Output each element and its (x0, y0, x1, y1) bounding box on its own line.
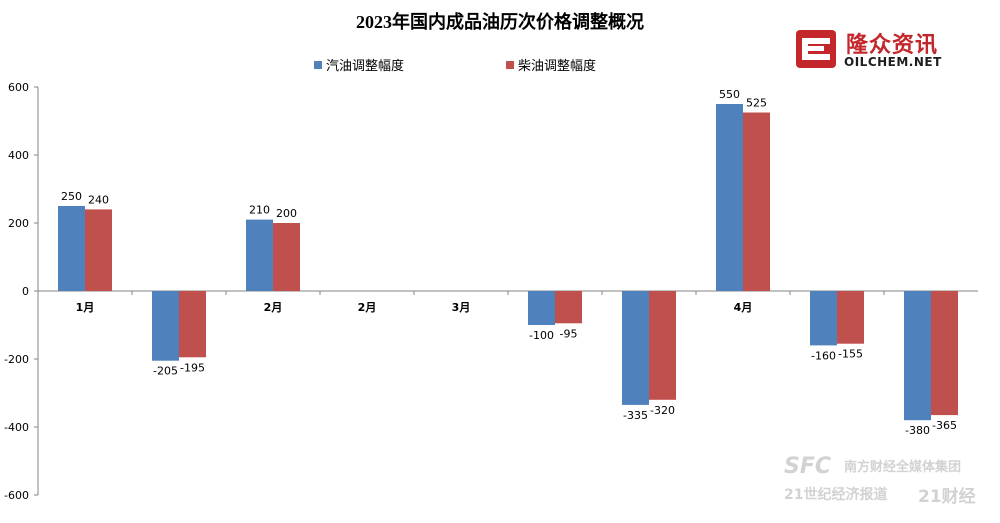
bars (58, 104, 958, 421)
legend: 汽油调整幅度 柴油调整幅度 (314, 58, 596, 74)
data-label: 550 (719, 88, 740, 101)
chart-title: 2023年国内成品油历次价格调整概况 (356, 11, 644, 32)
data-label: -380 (905, 424, 930, 437)
bar-series-1 (246, 219, 273, 291)
y-tick-label: 600 (8, 81, 29, 94)
data-label: 250 (61, 190, 82, 203)
bar-series-2 (743, 112, 770, 291)
data-label: 240 (88, 193, 109, 206)
x-tick-label: 3月 (452, 301, 471, 314)
data-label: -195 (180, 361, 205, 374)
data-label: 525 (746, 97, 767, 110)
bar-series-2 (837, 291, 864, 344)
bar-series-1 (58, 206, 85, 291)
bar-series-2 (931, 291, 958, 416)
bar-series-2 (649, 291, 676, 400)
y-tick-label: -600 (4, 489, 29, 502)
watermark-21-line: 21世纪经济报道 (784, 487, 888, 503)
data-label: -95 (560, 327, 578, 340)
bar-series-1 (622, 291, 649, 405)
bar-series-1 (152, 291, 179, 361)
y-tick-label: -200 (4, 353, 29, 366)
watermark-sfc: SFC (784, 454, 832, 479)
bar-series-1 (716, 104, 743, 291)
bar-series-2 (555, 291, 582, 324)
watermark-21cj: 21财经 (918, 487, 976, 507)
y-tick-label: 200 (8, 217, 29, 230)
data-label: -155 (838, 348, 863, 361)
legend-swatch (506, 61, 514, 69)
legend-label: 柴油调整幅度 (518, 58, 596, 74)
brand-name-en: OILCHEM.NET (844, 55, 942, 69)
data-label: 200 (276, 207, 297, 220)
bar-series-2 (273, 223, 300, 291)
legend-swatch (314, 61, 322, 69)
data-label: -160 (811, 349, 836, 362)
bar-series-1 (810, 291, 837, 346)
y-tick-label: 0 (22, 285, 29, 298)
x-tick-label: 2月 (264, 301, 283, 314)
y-tick-label: 400 (8, 149, 29, 162)
data-label: -320 (650, 404, 675, 417)
bar-series-2 (179, 291, 206, 358)
bar-series-1 (528, 291, 555, 325)
data-label: -365 (932, 419, 957, 432)
x-tick-label: 2月 (358, 301, 377, 314)
data-label: -100 (529, 329, 554, 342)
x-tick-label: 4月 (734, 301, 753, 314)
x-tick-label: 1月 (76, 301, 95, 314)
legend-label: 汽油调整幅度 (326, 58, 404, 74)
y-tick-label: -400 (4, 421, 29, 434)
data-labels: 250 -205 210 -100 -335 550 -160 -380 240 -195 200 -… (61, 88, 957, 437)
bar-series-1 (904, 291, 931, 421)
data-label: 210 (249, 204, 270, 217)
data-label: -335 (623, 409, 648, 422)
brand-name-cn: 隆众资讯 (846, 33, 939, 58)
data-label: -205 (153, 365, 178, 378)
bar-series-2 (85, 209, 112, 291)
watermark-sfc-cn: 南方财经全媒体集团 (844, 460, 962, 475)
oilchem-e-logo-icon (796, 30, 836, 68)
oilchem-brand: 隆众资讯 OILCHEM.NET (794, 24, 994, 74)
watermark: SFC 南方财经全媒体集团 21世纪经济报道 21财经 (784, 454, 996, 518)
